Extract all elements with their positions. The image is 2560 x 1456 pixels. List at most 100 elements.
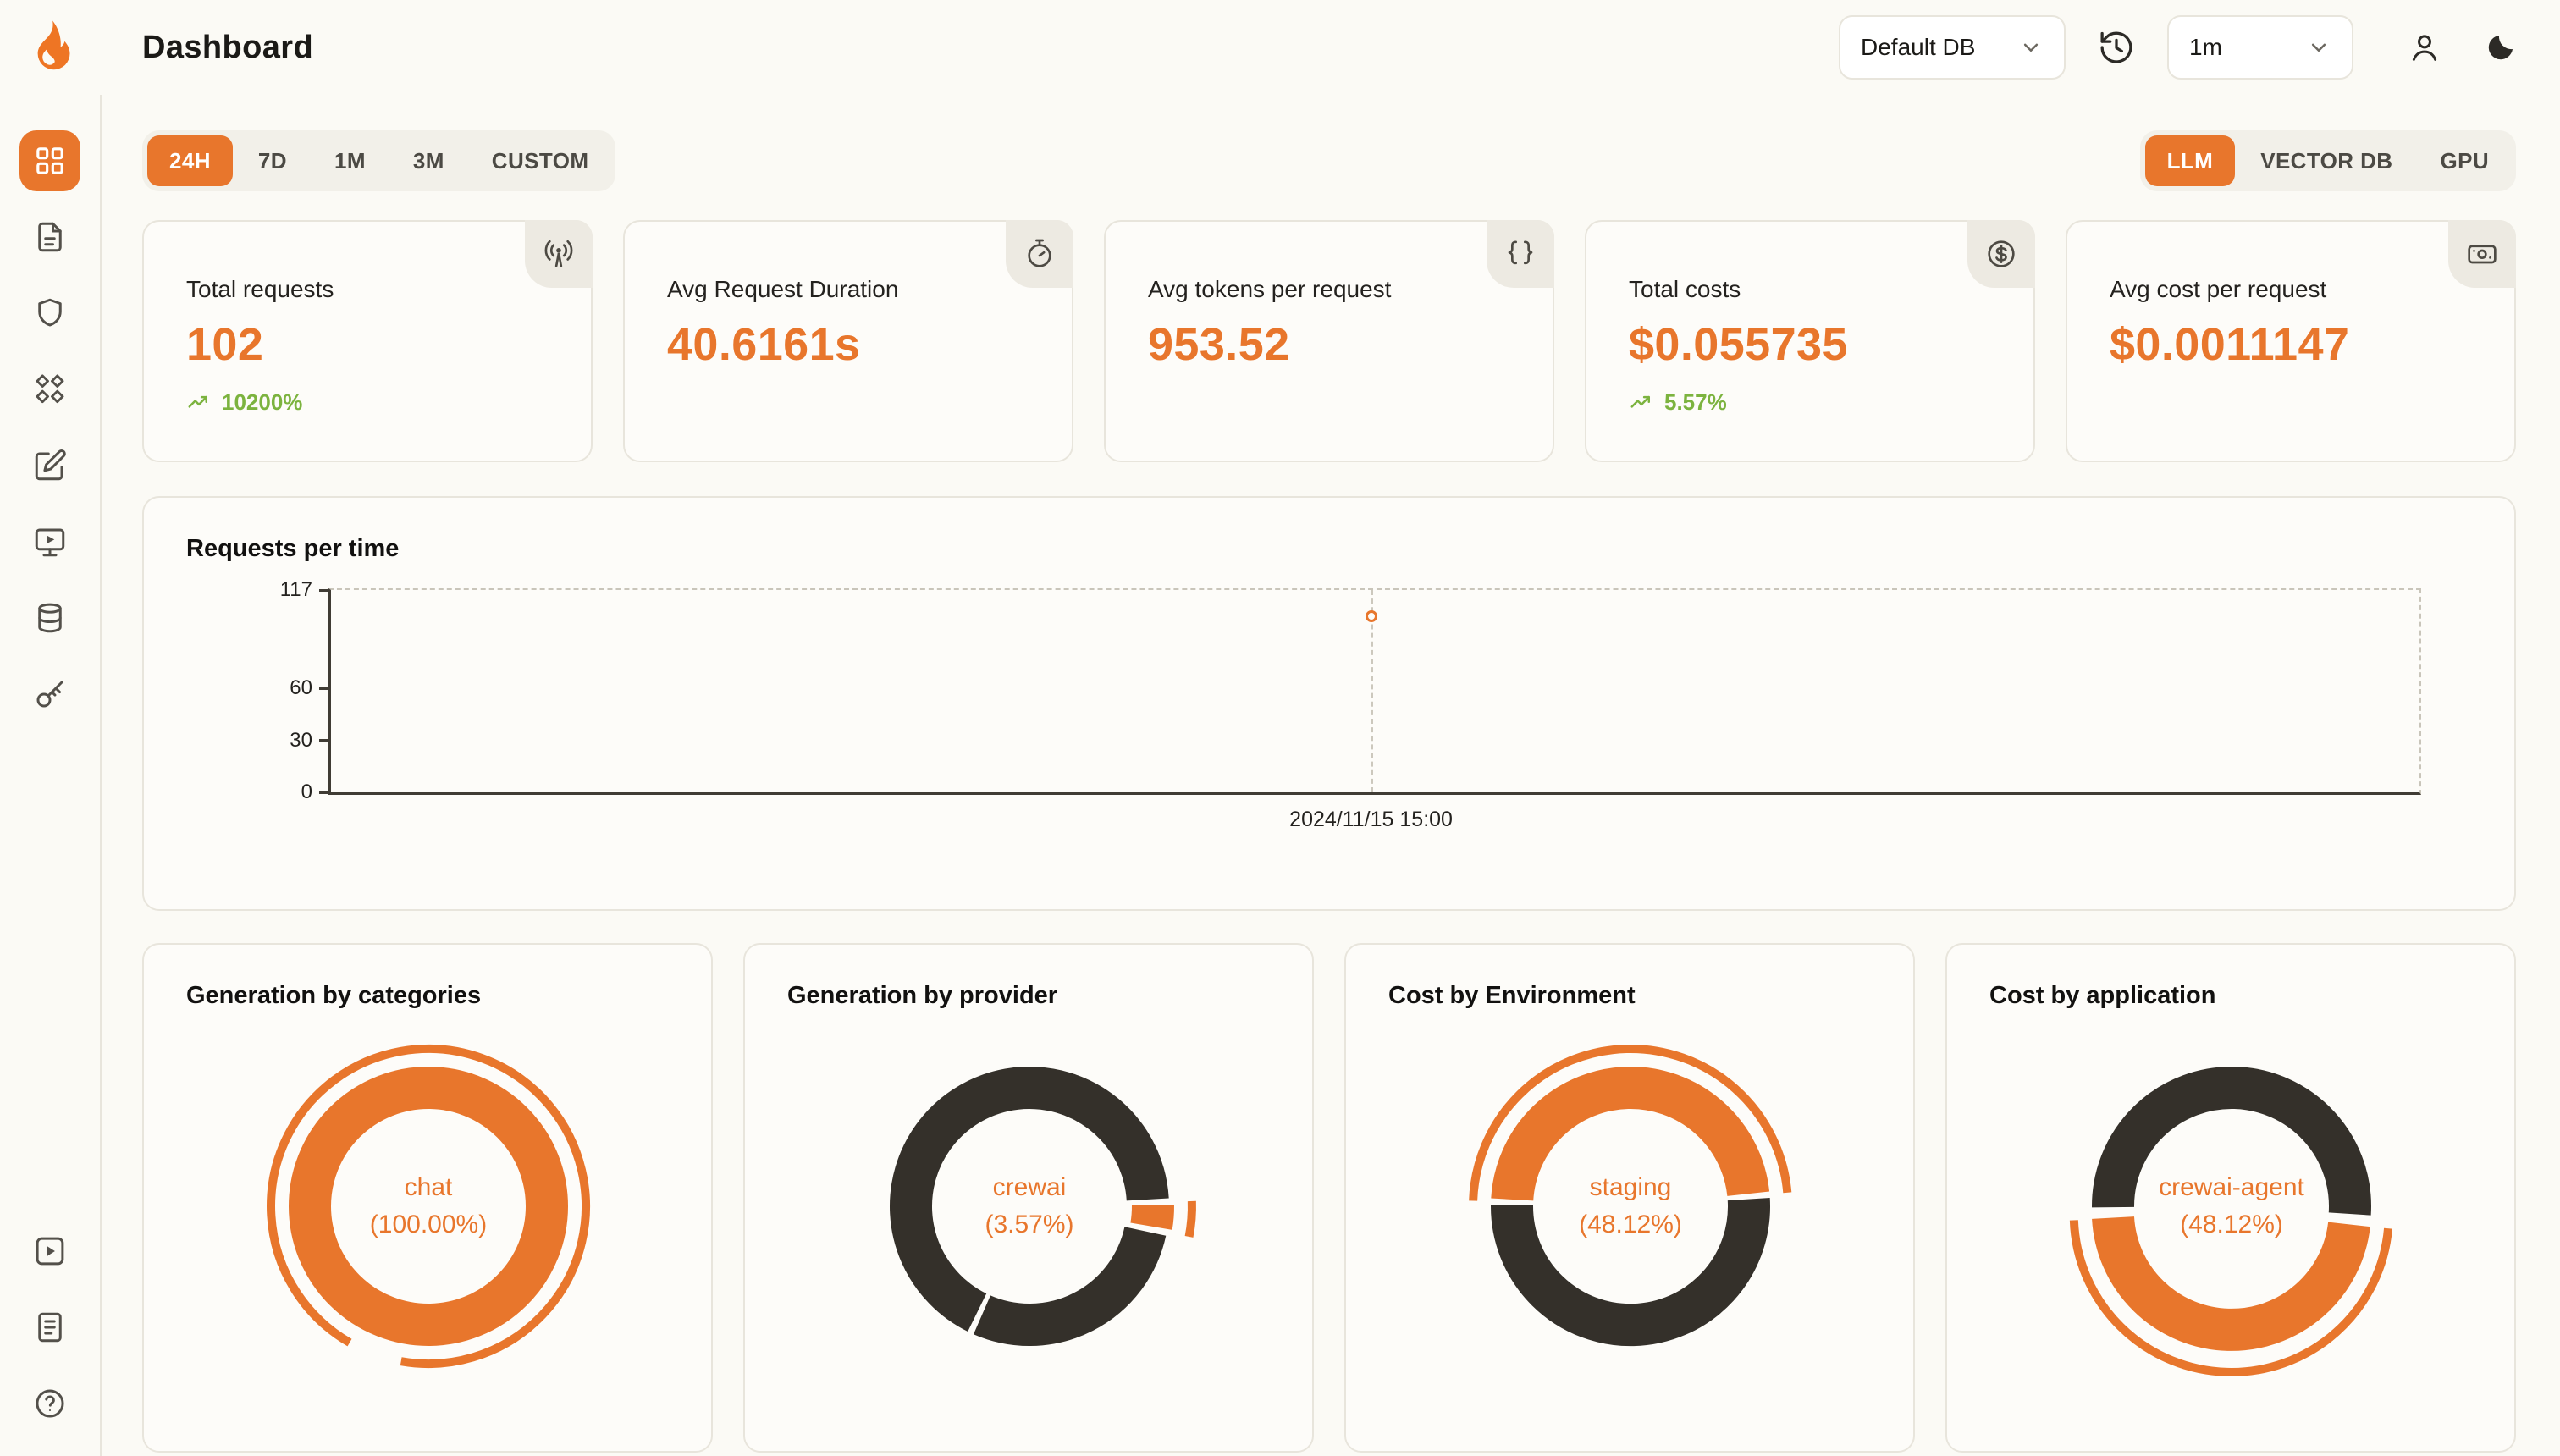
sidebar-item-traces[interactable] (19, 207, 80, 267)
y-tick: 0 (301, 780, 328, 804)
donut-row: Generation by categories chat (100.00%) … (142, 943, 2516, 1453)
donut-outer-arc (1469, 1045, 1792, 1201)
source-tabs: LLM VECTOR DB GPU (2139, 130, 2516, 191)
donut-slice[interactable] (1491, 1198, 1770, 1347)
sidebar-item-evaluations[interactable] (19, 435, 80, 496)
tab-3m[interactable]: 3M (391, 135, 466, 186)
sidebar-item-tutorials[interactable] (19, 1221, 80, 1282)
trend-up-icon (1630, 395, 1650, 408)
donut-chart-environment[interactable]: staging (48.12%) (1458, 1034, 1803, 1379)
donut-chart-application[interactable]: crewai-agent (48.12%) (2059, 1034, 2404, 1379)
stat-label: Avg Request Duration (667, 276, 899, 302)
sidebar-item-dashboard[interactable] (19, 130, 80, 191)
donut-slice[interactable] (1130, 1205, 1174, 1230)
requests-per-time-card: Requests per time 117 60 30 0 2024/11/15 15… (142, 496, 2516, 911)
interval-select-value: 1m (2189, 34, 2222, 60)
monitor-play-icon (35, 528, 65, 557)
sidebar-item-help[interactable] (19, 1373, 80, 1434)
sidebar-item-playground[interactable] (19, 511, 80, 572)
docs-icon (38, 1312, 62, 1343)
plot-zone: 117 60 30 0 2024/11/15 15:00 (280, 578, 2421, 831)
data-point-marker[interactable] (1365, 609, 1377, 622)
interval-select[interactable]: 1m (2167, 15, 2353, 80)
x-axis-label: 2024/11/15 15:00 (1289, 808, 1453, 831)
tab-7d[interactable]: 7D (236, 135, 309, 186)
donut-outer-arc (1184, 1200, 1196, 1238)
donut-slice[interactable] (289, 1067, 568, 1347)
chevron-down-icon (2023, 43, 2039, 52)
history-button[interactable] (2091, 22, 2142, 73)
db-select[interactable]: Default DB (1839, 15, 2066, 80)
stat-label: Total costs (1629, 276, 1741, 302)
sidebar-item-api-keys[interactable] (19, 664, 80, 725)
braces-icon (1487, 220, 1554, 288)
topbar-controls: Default DB 1m (1839, 15, 2560, 80)
stat-card-avg-cost: Avg cost per request $0.0011147 (2066, 220, 2516, 462)
main-content: 24H 7D 1M 3M CUSTOM LLM VECTOR DB GPU (102, 95, 2560, 1456)
donut-slice[interactable] (973, 1226, 1167, 1346)
broadcast-icon (525, 220, 593, 288)
user-button[interactable] (2399, 22, 2450, 73)
donut-chart-provider[interactable]: crewai (3.57%) (857, 1034, 1202, 1379)
stat-card-avg-tokens: Avg tokens per request 953.52 (1104, 220, 1554, 462)
stat-card-total-costs: Total costs $0.055735 5.57% (1585, 220, 2035, 462)
help-icon (36, 1389, 64, 1418)
donut-slice[interactable] (890, 1067, 1169, 1332)
card-title: Cost by application (1989, 982, 2216, 1009)
donut-slice[interactable] (2092, 1216, 2370, 1351)
app-logo-flame-icon[interactable] (25, 19, 76, 76)
edit-note-icon (35, 449, 66, 481)
stats-row: Total requests 102 10200% Avg Request Du… (142, 220, 2516, 462)
moon-icon (2488, 36, 2513, 60)
play-square-icon (36, 1237, 64, 1266)
timer-icon (1006, 220, 1073, 288)
stat-value: 953.52 (1148, 319, 1290, 370)
history-icon (2100, 31, 2132, 63)
stat-label: Avg tokens per request (1148, 276, 1392, 302)
tab-24h[interactable]: 24H (147, 135, 233, 186)
time-range-tabs: 24H 7D 1M 3M CUSTOM (142, 130, 616, 191)
circle-dollar-icon (1967, 220, 2035, 288)
tab-llm[interactable]: LLM (2144, 135, 2236, 186)
stat-value: 40.6161s (667, 319, 861, 370)
sidebar-item-models[interactable] (19, 359, 80, 420)
stat-delta-value: 10200% (222, 389, 303, 415)
stat-card-avg-duration: Avg Request Duration 40.6161s (623, 220, 1073, 462)
donut-card-generation-by-categories: Generation by categories chat (100.00%) (142, 943, 713, 1453)
sidebar-item-guardrails[interactable] (19, 283, 80, 344)
donut-card-cost-by-environment: Cost by Environment staging (48.12%) (1344, 943, 1915, 1453)
sidebar-item-datasets[interactable] (19, 587, 80, 648)
donut-chart-categories[interactable]: chat (100.00%) (256, 1034, 601, 1379)
y-tick: 60 (290, 676, 328, 700)
tab-vector-db[interactable]: VECTOR DB (2238, 135, 2414, 186)
card-title: Requests per time (186, 535, 400, 562)
tab-1m[interactable]: 1M (312, 135, 388, 186)
donut-slice[interactable] (2091, 1067, 2371, 1216)
crosshair-line (1371, 590, 1373, 792)
card-title: Cost by Environment (1388, 982, 1636, 1009)
line-chart-plot[interactable]: 117 60 30 0 2024/11/15 15:00 (280, 578, 2421, 831)
stat-card-total-requests: Total requests 102 10200% (142, 220, 593, 462)
file-text-icon (38, 222, 62, 252)
y-tick: 30 (290, 729, 328, 753)
filters-row: 24H 7D 1M 3M CUSTOM LLM VECTOR DB GPU (142, 130, 2516, 191)
stat-delta: 10200% (186, 389, 554, 416)
theme-toggle-button[interactable] (2475, 22, 2526, 73)
stat-delta: 5.57% (1629, 389, 1996, 416)
topbar: Dashboard Default DB 1m (0, 0, 2560, 95)
stat-value: 102 (186, 319, 264, 370)
sidebar-item-docs[interactable] (19, 1297, 80, 1358)
donut-slice[interactable] (1491, 1067, 1770, 1201)
stat-value: $0.055735 (1629, 319, 1848, 370)
tab-gpu[interactable]: GPU (2418, 135, 2511, 186)
shield-icon (38, 298, 62, 327)
donut-outer-arc (267, 1045, 591, 1369)
logo-cell (0, 19, 102, 76)
donut-card-generation-by-provider: Generation by provider crewai (3.57%) (743, 943, 1314, 1453)
y-tick: 117 (280, 578, 328, 602)
donut-outer-arc (2069, 1220, 2393, 1376)
trend-up-icon (188, 395, 207, 408)
chevron-down-icon (2311, 43, 2326, 52)
tab-custom[interactable]: CUSTOM (470, 135, 611, 186)
